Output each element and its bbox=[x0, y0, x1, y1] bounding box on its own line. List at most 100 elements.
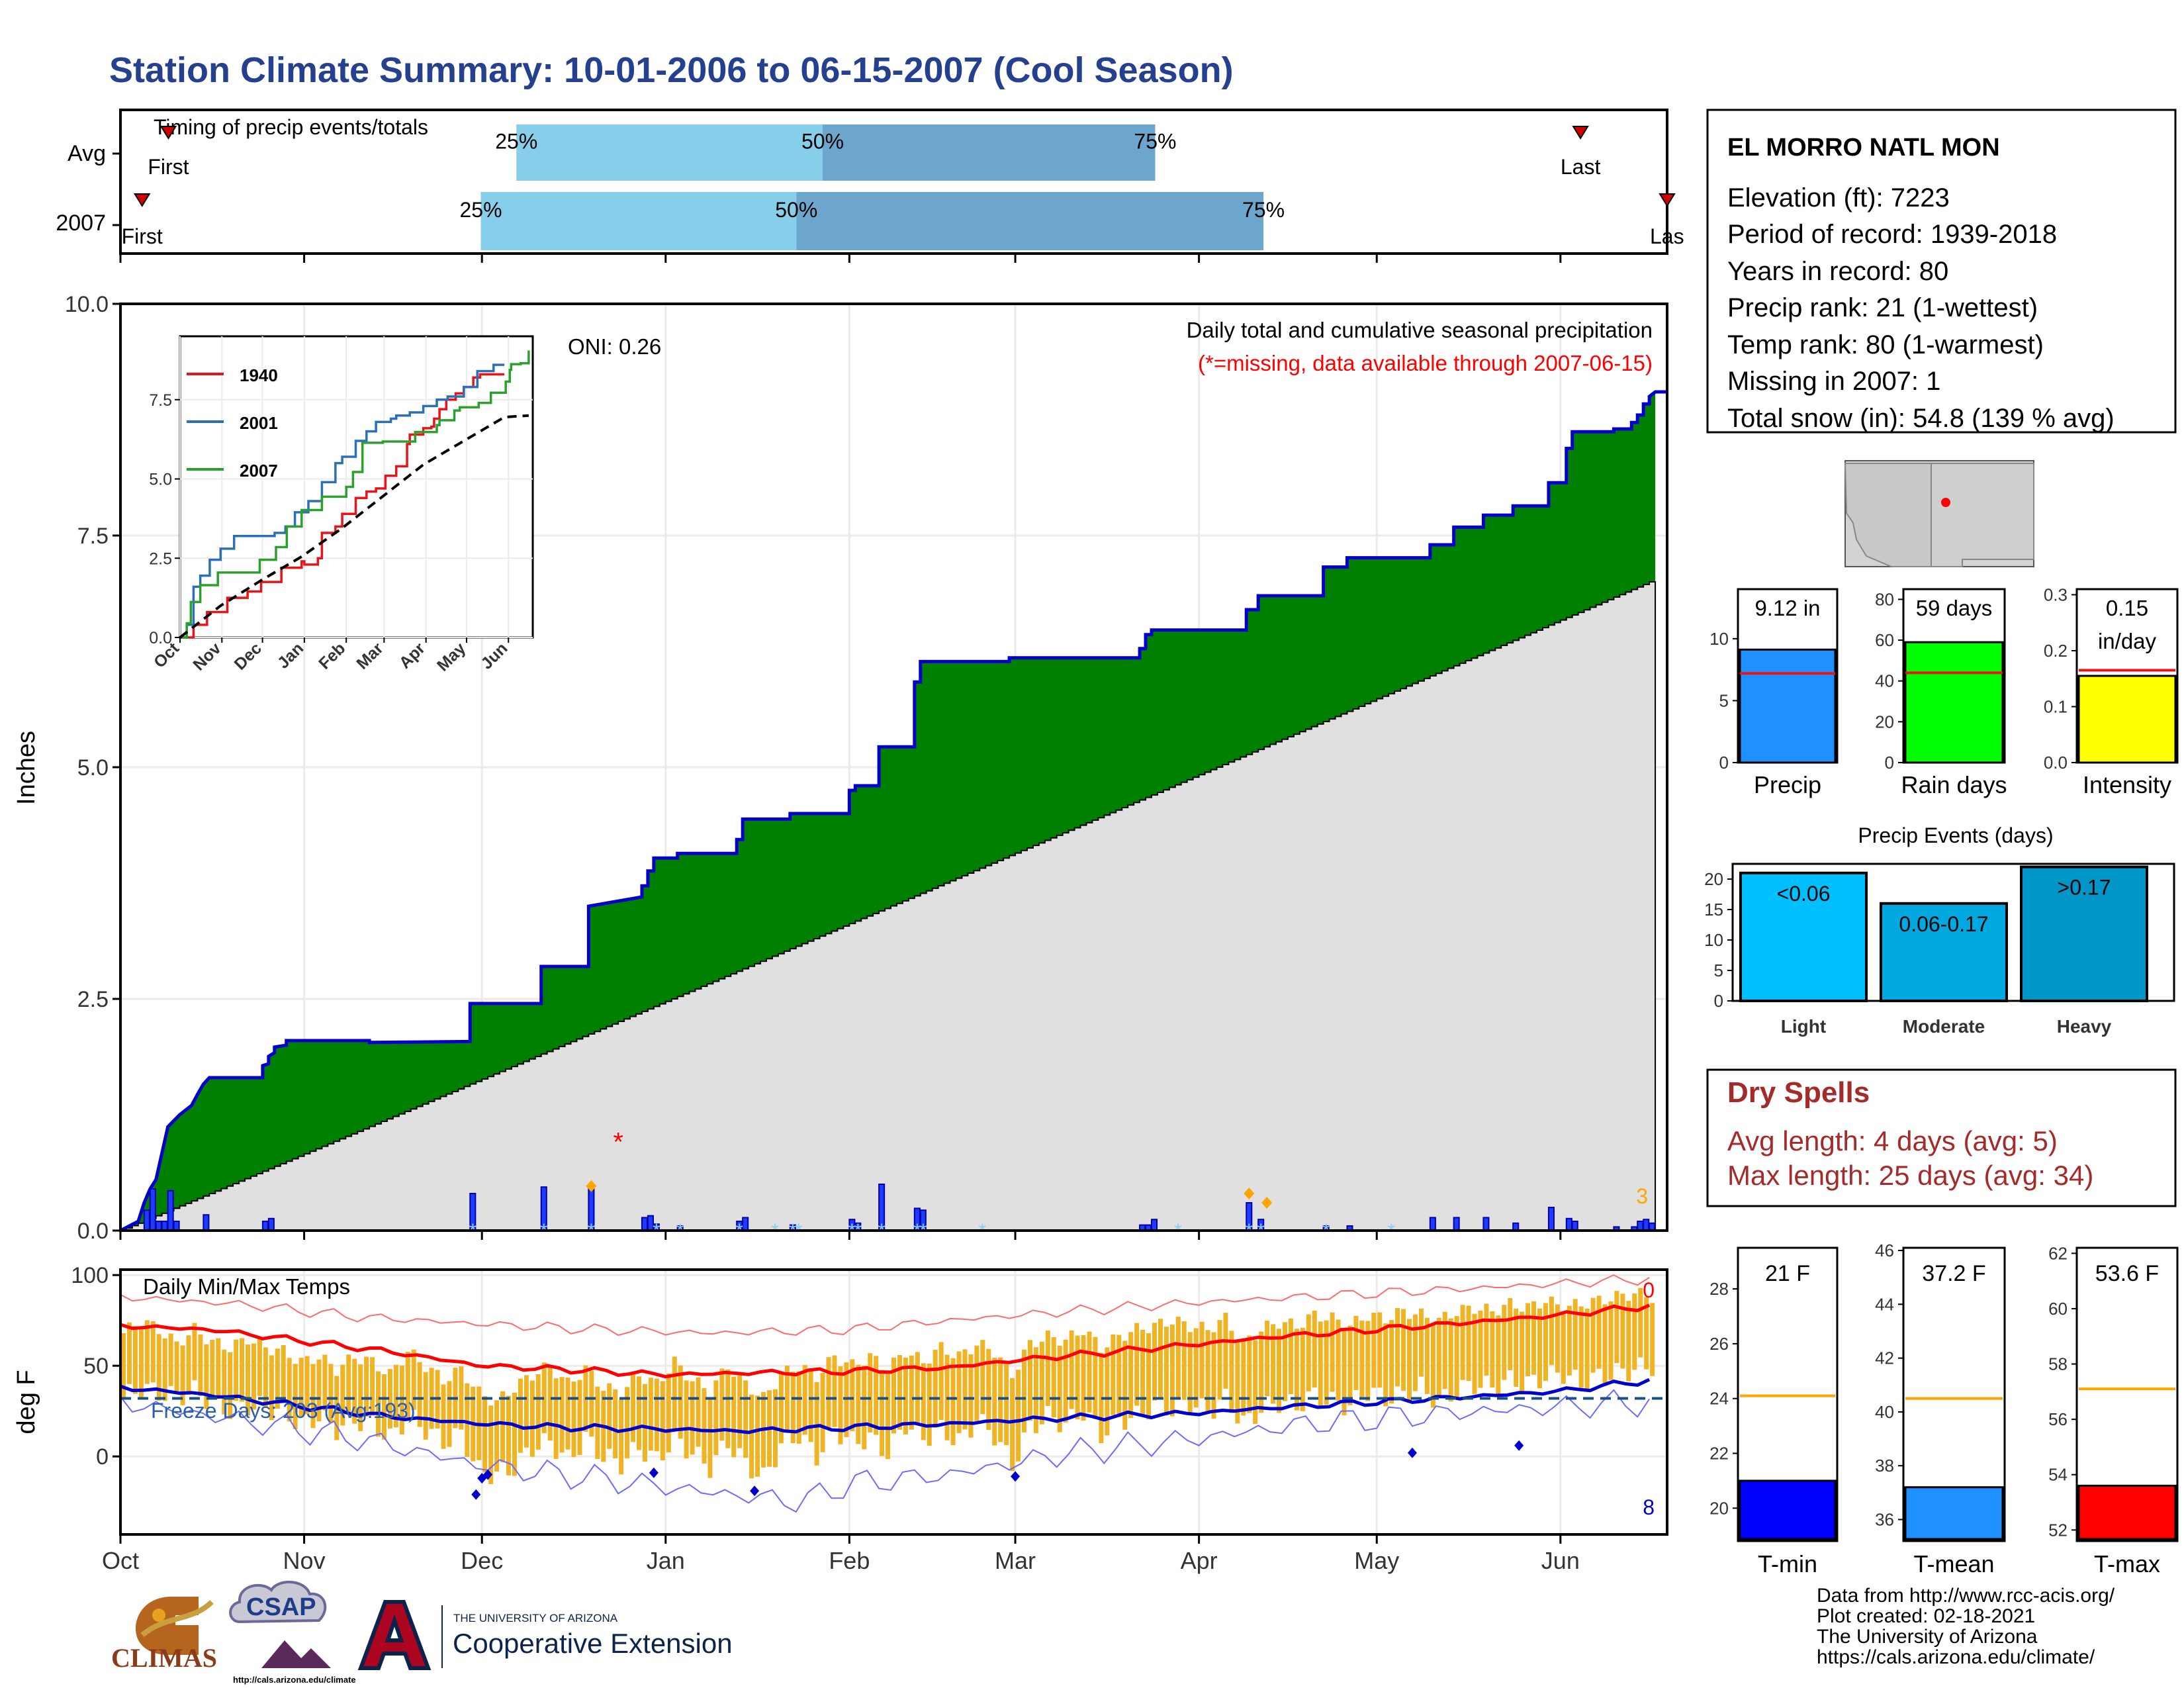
station-line-3: Years in record: 80 bbox=[1727, 257, 1948, 286]
locator-map bbox=[1844, 460, 2034, 567]
daily-temp-range-bar bbox=[126, 1322, 132, 1384]
temp-summary-category-label: T-max bbox=[2094, 1550, 2160, 1577]
daily-temp-range-bar bbox=[1259, 1331, 1264, 1413]
daily-temp-range-bar bbox=[310, 1364, 316, 1429]
precip-y-axis: 0.0 2.5 5.0 7.5 10.0 bbox=[65, 292, 1562, 1244]
daily-temp-range-bar bbox=[1632, 1293, 1637, 1370]
temp-x-tick-label: Feb bbox=[829, 1547, 870, 1574]
daily-temp-range-bar bbox=[150, 1321, 156, 1383]
daily-temp-range-bar bbox=[547, 1365, 553, 1441]
daily-temp-range-bar bbox=[743, 1380, 749, 1458]
footer-credits: Data from http://www.rcc-acis.org/ Plot … bbox=[1817, 1585, 2115, 1668]
temp-x-tick-label: Apr bbox=[1181, 1547, 1218, 1574]
events-y-tick-label: 5 bbox=[1714, 961, 1723, 980]
daily-temp-range-bar bbox=[571, 1382, 576, 1458]
daily-temp-range-bar bbox=[1448, 1318, 1453, 1402]
daily-temp-range-bar bbox=[1099, 1352, 1104, 1444]
daily-temp-range-bar bbox=[1520, 1311, 1525, 1391]
credit-line-4: https://cals.arizona.edu/climate/ bbox=[1817, 1646, 2095, 1668]
daily-temp-range-bar bbox=[1312, 1310, 1317, 1388]
temp-y-axis: 0 50 100 bbox=[71, 1263, 120, 1470]
climas-text: CLIMAS bbox=[111, 1643, 217, 1673]
temp-summary-y-tick-label: 56 bbox=[2048, 1409, 2068, 1429]
inset-series-2007 bbox=[180, 350, 530, 639]
timing-bar-lower bbox=[516, 124, 823, 181]
daily-temp-range-bar bbox=[1502, 1305, 1507, 1380]
daily-precip-bar bbox=[1637, 1221, 1644, 1231]
daily-temp-range-bar bbox=[293, 1364, 298, 1429]
daily-temp-range-bar bbox=[1288, 1318, 1293, 1395]
daily-temp-range-bar bbox=[1039, 1341, 1044, 1425]
dry-spells-line-1: Avg length: 4 days (avg: 5) bbox=[1727, 1125, 2058, 1156]
daily-temp-range-bar bbox=[518, 1378, 523, 1453]
daily-temp-range-bar bbox=[1016, 1370, 1021, 1462]
daily-temp-range-bar bbox=[808, 1368, 813, 1442]
temp-summary-y-tick-label: 36 bbox=[1875, 1509, 1894, 1529]
daily-temp-range-bar bbox=[1407, 1319, 1412, 1403]
daily-temp-range-bar bbox=[1472, 1313, 1477, 1394]
daily-temp-range-bar bbox=[1175, 1317, 1181, 1398]
daily-temp-range-bar bbox=[198, 1334, 203, 1396]
timing-quartile-label: 25% bbox=[459, 198, 502, 222]
daily-temp-range-bar bbox=[897, 1355, 902, 1430]
daily-precip-bar bbox=[149, 1188, 156, 1231]
total-y-tick-label: 0.3 bbox=[2044, 585, 2068, 604]
daily-temp-range-bar bbox=[156, 1334, 161, 1401]
daily-temp-range-bar bbox=[441, 1384, 446, 1449]
daily-precip-bar bbox=[742, 1217, 749, 1232]
daily-temp-range-bar bbox=[465, 1383, 470, 1457]
temp-y-tick-label: 0 bbox=[96, 1444, 109, 1470]
timing-bar-upper bbox=[796, 192, 1264, 250]
daily-temp-range-bar bbox=[950, 1358, 956, 1446]
daily-precip-bar bbox=[203, 1214, 210, 1231]
daily-temp-range-bar bbox=[672, 1356, 677, 1429]
temp-plot bbox=[120, 1274, 1667, 1513]
daily-temp-range-bar bbox=[541, 1362, 547, 1434]
daily-temp-range-bar bbox=[862, 1365, 867, 1450]
station-name: EL MORRO NATL MON bbox=[1727, 134, 2000, 162]
daily-temp-range-bar bbox=[642, 1383, 647, 1462]
timing-panel: Timing of precip events/totals 25% 50% 75%… bbox=[56, 109, 1684, 263]
daily-temp-range-bar bbox=[790, 1372, 796, 1444]
daily-temp-range-bar bbox=[1537, 1308, 1542, 1389]
daily-temp-range-bar bbox=[938, 1342, 944, 1421]
daily-temp-range-bar bbox=[417, 1362, 422, 1427]
temp-summary-bar-T-mean bbox=[1904, 1486, 2004, 1540]
temp-summary-y-tick-label: 58 bbox=[2048, 1354, 2068, 1374]
daily-temp-range-bar bbox=[535, 1374, 541, 1450]
daily-temp-range-bar bbox=[1051, 1336, 1056, 1418]
daily-temp-range-bar bbox=[921, 1363, 926, 1440]
daily-temp-range-bar bbox=[1223, 1313, 1228, 1389]
temp-summary-y-tick-label: 60 bbox=[2048, 1299, 2068, 1319]
dry-spells-box: Dry Spells Avg length: 4 days (avg: 5) M… bbox=[1706, 1068, 2177, 1207]
events-y-tick-label: 20 bbox=[1704, 869, 1723, 889]
events-y-tick-label: 10 bbox=[1704, 930, 1723, 950]
temp-x-tick-label: Dec bbox=[461, 1547, 503, 1574]
temp-x-tick-label: Jan bbox=[647, 1547, 685, 1574]
daily-temp-range-bar bbox=[138, 1326, 144, 1398]
temp-summary-category-label: T-min bbox=[1758, 1550, 1817, 1577]
timing-quartile-label: 75% bbox=[1242, 198, 1285, 222]
daily-precip-bar bbox=[1482, 1217, 1490, 1232]
total-y-tick-label: 5 bbox=[1719, 690, 1729, 710]
total-y-tick-label: 20 bbox=[1875, 712, 1894, 731]
daily-temp-range-bar bbox=[796, 1371, 801, 1444]
daily-temp-range-bar bbox=[1389, 1320, 1394, 1404]
timing-quartile-label: 50% bbox=[801, 130, 844, 154]
precip-y-tick-label: 5.0 bbox=[77, 755, 109, 780]
daily-temp-range-bar bbox=[174, 1341, 179, 1393]
last-event-label: Last bbox=[1561, 155, 1601, 179]
daily-temp-range-bar bbox=[263, 1347, 268, 1407]
temp-y-label: deg F bbox=[13, 1370, 40, 1434]
daily-temp-range-bar bbox=[275, 1348, 280, 1409]
daily-temp-range-bar bbox=[1205, 1330, 1210, 1414]
timing-quartile-label: 25% bbox=[495, 130, 537, 154]
daily-temp-range-bar bbox=[891, 1357, 897, 1434]
daily-temp-range-bar bbox=[980, 1340, 985, 1415]
ua-block-a bbox=[357, 1600, 432, 1670]
daily-temp-range-bar bbox=[1342, 1330, 1347, 1416]
daily-temp-range-bar bbox=[1247, 1335, 1252, 1413]
inset-frame bbox=[179, 335, 534, 639]
